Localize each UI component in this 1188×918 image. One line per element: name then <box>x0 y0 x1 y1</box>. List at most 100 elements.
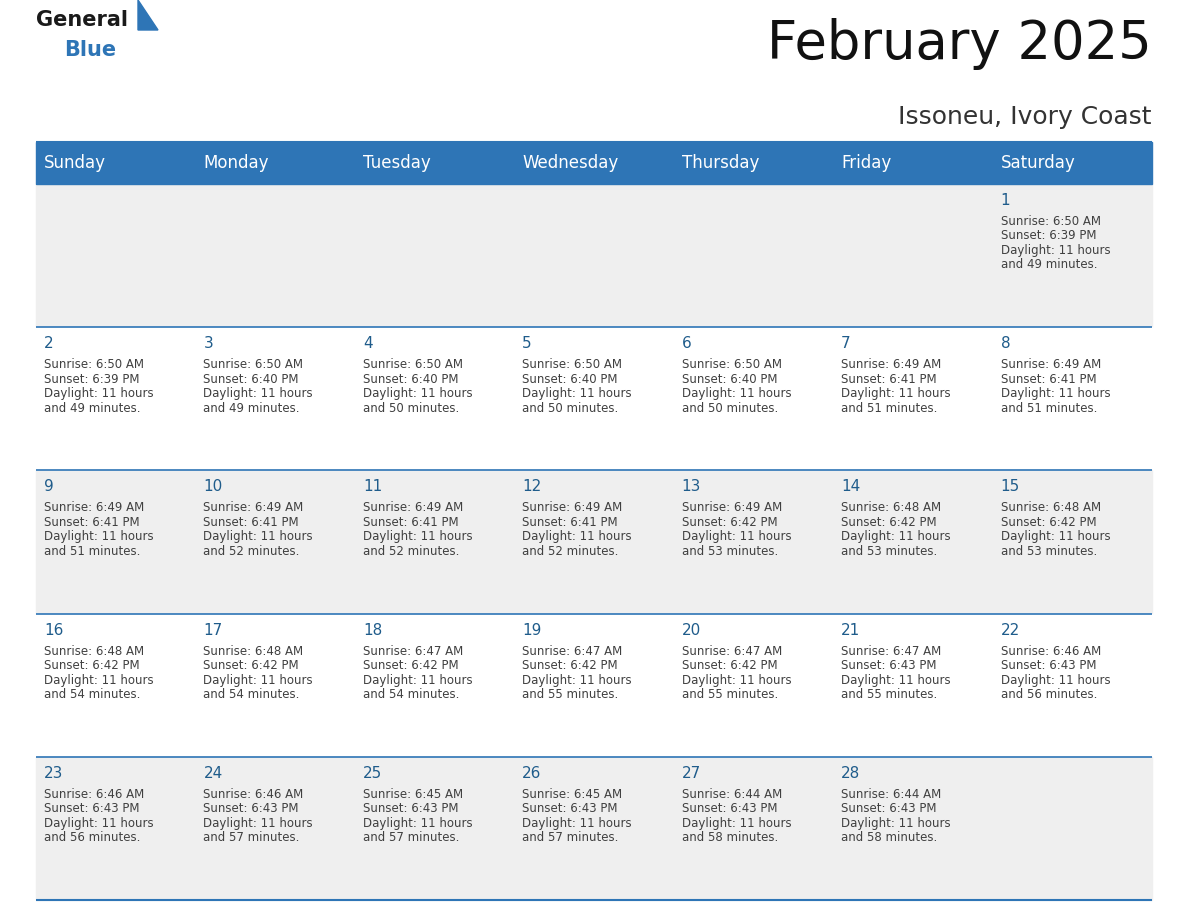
Text: Sunset: 6:42 PM: Sunset: 6:42 PM <box>1000 516 1097 529</box>
Text: 25: 25 <box>362 766 383 781</box>
Text: Daylight: 11 hours: Daylight: 11 hours <box>362 387 473 400</box>
Text: 6: 6 <box>682 336 691 352</box>
Text: Sunset: 6:40 PM: Sunset: 6:40 PM <box>523 373 618 386</box>
Text: Sunday: Sunday <box>44 154 106 172</box>
Text: Sunset: 6:42 PM: Sunset: 6:42 PM <box>682 516 777 529</box>
Text: 18: 18 <box>362 622 383 638</box>
Text: Sunrise: 6:47 AM: Sunrise: 6:47 AM <box>523 644 623 657</box>
Text: Daylight: 11 hours: Daylight: 11 hours <box>1000 531 1110 543</box>
Text: 15: 15 <box>1000 479 1019 495</box>
Text: and 54 minutes.: and 54 minutes. <box>203 688 299 701</box>
Text: and 51 minutes.: and 51 minutes. <box>841 402 937 415</box>
Text: Blue: Blue <box>64 40 116 60</box>
Text: and 54 minutes.: and 54 minutes. <box>44 688 140 701</box>
Text: Sunrise: 6:49 AM: Sunrise: 6:49 AM <box>682 501 782 514</box>
Text: 1: 1 <box>1000 193 1010 208</box>
Text: 17: 17 <box>203 622 222 638</box>
Text: and 53 minutes.: and 53 minutes. <box>1000 545 1097 558</box>
Text: Sunrise: 6:50 AM: Sunrise: 6:50 AM <box>203 358 303 371</box>
Text: Sunrise: 6:49 AM: Sunrise: 6:49 AM <box>523 501 623 514</box>
Text: 8: 8 <box>1000 336 1010 352</box>
Text: Sunset: 6:43 PM: Sunset: 6:43 PM <box>682 802 777 815</box>
Text: Wednesday: Wednesday <box>523 154 619 172</box>
Text: Sunset: 6:41 PM: Sunset: 6:41 PM <box>1000 373 1097 386</box>
Text: and 54 minutes.: and 54 minutes. <box>362 688 460 701</box>
Text: Monday: Monday <box>203 154 268 172</box>
Text: and 53 minutes.: and 53 minutes. <box>841 545 937 558</box>
Text: Sunrise: 6:47 AM: Sunrise: 6:47 AM <box>682 644 782 657</box>
Text: Sunset: 6:42 PM: Sunset: 6:42 PM <box>203 659 299 672</box>
Text: Sunset: 6:43 PM: Sunset: 6:43 PM <box>44 802 139 815</box>
Text: 21: 21 <box>841 622 860 638</box>
Text: 28: 28 <box>841 766 860 781</box>
Bar <box>36 184 1152 327</box>
Text: Sunrise: 6:44 AM: Sunrise: 6:44 AM <box>841 788 941 800</box>
Text: Sunset: 6:40 PM: Sunset: 6:40 PM <box>682 373 777 386</box>
Text: and 52 minutes.: and 52 minutes. <box>362 545 460 558</box>
Text: Saturday: Saturday <box>1000 154 1075 172</box>
Text: Sunrise: 6:49 AM: Sunrise: 6:49 AM <box>1000 358 1101 371</box>
Text: 20: 20 <box>682 622 701 638</box>
Text: and 51 minutes.: and 51 minutes. <box>1000 402 1097 415</box>
Text: and 56 minutes.: and 56 minutes. <box>1000 688 1097 701</box>
Text: Sunrise: 6:45 AM: Sunrise: 6:45 AM <box>362 788 463 800</box>
Text: and 49 minutes.: and 49 minutes. <box>203 402 299 415</box>
Text: Daylight: 11 hours: Daylight: 11 hours <box>1000 387 1110 400</box>
Bar <box>36 470 1152 613</box>
Text: Issoneu, Ivory Coast: Issoneu, Ivory Coast <box>898 105 1152 129</box>
Text: Sunrise: 6:46 AM: Sunrise: 6:46 AM <box>44 788 144 800</box>
Text: 14: 14 <box>841 479 860 495</box>
Text: Daylight: 11 hours: Daylight: 11 hours <box>203 817 312 830</box>
Text: Sunrise: 6:48 AM: Sunrise: 6:48 AM <box>841 501 941 514</box>
Text: 13: 13 <box>682 479 701 495</box>
Text: Daylight: 11 hours: Daylight: 11 hours <box>203 387 312 400</box>
Text: Sunrise: 6:50 AM: Sunrise: 6:50 AM <box>362 358 463 371</box>
Text: 26: 26 <box>523 766 542 781</box>
Text: and 52 minutes.: and 52 minutes. <box>203 545 299 558</box>
Text: and 58 minutes.: and 58 minutes. <box>841 832 937 845</box>
Text: Sunset: 6:40 PM: Sunset: 6:40 PM <box>203 373 299 386</box>
Text: Sunset: 6:42 PM: Sunset: 6:42 PM <box>44 659 140 672</box>
Text: Daylight: 11 hours: Daylight: 11 hours <box>841 531 950 543</box>
Text: Thursday: Thursday <box>682 154 759 172</box>
Text: Daylight: 11 hours: Daylight: 11 hours <box>44 531 153 543</box>
Text: and 57 minutes.: and 57 minutes. <box>362 832 460 845</box>
Text: Sunset: 6:41 PM: Sunset: 6:41 PM <box>203 516 299 529</box>
Text: Sunset: 6:41 PM: Sunset: 6:41 PM <box>362 516 459 529</box>
Text: 19: 19 <box>523 622 542 638</box>
Bar <box>36 613 1152 756</box>
Text: and 49 minutes.: and 49 minutes. <box>44 402 140 415</box>
Text: Daylight: 11 hours: Daylight: 11 hours <box>523 674 632 687</box>
Text: and 57 minutes.: and 57 minutes. <box>523 832 619 845</box>
Text: and 51 minutes.: and 51 minutes. <box>44 545 140 558</box>
Text: Sunrise: 6:48 AM: Sunrise: 6:48 AM <box>1000 501 1100 514</box>
Polygon shape <box>138 0 158 30</box>
Text: Sunset: 6:43 PM: Sunset: 6:43 PM <box>841 802 936 815</box>
Text: and 56 minutes.: and 56 minutes. <box>44 832 140 845</box>
Bar <box>36 756 1152 900</box>
Text: Daylight: 11 hours: Daylight: 11 hours <box>44 674 153 687</box>
Text: and 55 minutes.: and 55 minutes. <box>841 688 937 701</box>
Text: Daylight: 11 hours: Daylight: 11 hours <box>682 531 791 543</box>
Text: and 50 minutes.: and 50 minutes. <box>362 402 459 415</box>
Text: Sunrise: 6:46 AM: Sunrise: 6:46 AM <box>203 788 304 800</box>
Text: Sunrise: 6:47 AM: Sunrise: 6:47 AM <box>362 644 463 657</box>
Text: and 58 minutes.: and 58 minutes. <box>682 832 778 845</box>
Text: Sunrise: 6:48 AM: Sunrise: 6:48 AM <box>44 644 144 657</box>
Text: 2: 2 <box>44 336 53 352</box>
Text: and 50 minutes.: and 50 minutes. <box>523 402 619 415</box>
Text: Daylight: 11 hours: Daylight: 11 hours <box>44 817 153 830</box>
Text: and 57 minutes.: and 57 minutes. <box>203 832 299 845</box>
Text: Daylight: 11 hours: Daylight: 11 hours <box>523 387 632 400</box>
Text: Sunset: 6:43 PM: Sunset: 6:43 PM <box>362 802 459 815</box>
Text: Sunrise: 6:50 AM: Sunrise: 6:50 AM <box>44 358 144 371</box>
Text: Sunrise: 6:46 AM: Sunrise: 6:46 AM <box>1000 644 1101 657</box>
Text: Sunrise: 6:50 AM: Sunrise: 6:50 AM <box>1000 215 1100 228</box>
Text: February 2025: February 2025 <box>767 18 1152 70</box>
Text: Sunrise: 6:50 AM: Sunrise: 6:50 AM <box>682 358 782 371</box>
Text: Sunset: 6:41 PM: Sunset: 6:41 PM <box>841 373 937 386</box>
Text: Sunset: 6:43 PM: Sunset: 6:43 PM <box>523 802 618 815</box>
Text: and 53 minutes.: and 53 minutes. <box>682 545 778 558</box>
Text: Sunset: 6:42 PM: Sunset: 6:42 PM <box>841 516 937 529</box>
Text: Sunset: 6:42 PM: Sunset: 6:42 PM <box>682 659 777 672</box>
